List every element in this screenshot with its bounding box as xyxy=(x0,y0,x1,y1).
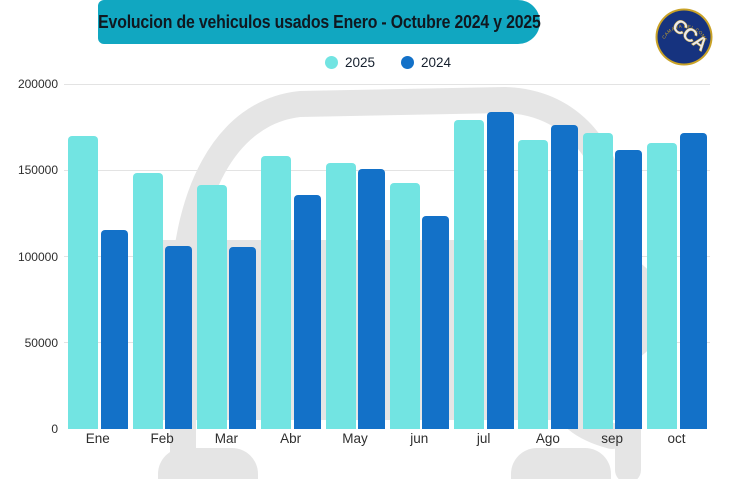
x-axis-label-Feb: Feb xyxy=(150,431,174,446)
x-axis-label-Mar: Mar xyxy=(214,431,239,446)
bar-2024-jun xyxy=(422,216,450,429)
x-axis-label-Ene: Ene xyxy=(85,431,110,446)
x-axis-label-oct: oct xyxy=(667,431,686,446)
bar-2024-Abr xyxy=(293,195,321,429)
chart-title: Evolucion de vehiculos usados Enero - Oc… xyxy=(97,11,541,32)
legend-item-2025: 2025 xyxy=(324,54,375,70)
legend-swatch-2024-icon xyxy=(401,55,414,69)
logo-navy-disc xyxy=(657,10,711,64)
title-banner: Evolucion de vehiculos usados Enero - Oc… xyxy=(98,0,540,44)
bar-2024-May xyxy=(358,169,385,429)
y-axis-label-100000: 100000 xyxy=(17,249,58,264)
legend-label-2024: 2024 xyxy=(421,54,452,70)
cca-logo: CAMARA DEL COMERCIO AUTOMOTOR CCA xyxy=(652,4,713,66)
gridline-200000 xyxy=(64,83,710,85)
bar-2024-sep xyxy=(615,149,643,429)
y-axis-label-200000: 200000 xyxy=(17,77,58,91)
x-axis-label-Ago: Ago xyxy=(535,431,560,446)
car-wheel-right xyxy=(511,448,611,479)
legend-label-2025: 2025 xyxy=(344,54,375,70)
y-axis-label-150000: 150000 xyxy=(17,163,58,178)
y-axis-label-50000: 50000 xyxy=(24,335,58,350)
bar-2025-oct xyxy=(647,142,677,429)
x-axis-label-sep: sep xyxy=(601,431,624,446)
chart-legend: 2025 2024 xyxy=(66,53,710,71)
bar-2024-Feb xyxy=(165,246,193,429)
y-axis-label-0: 0 xyxy=(51,422,58,436)
x-axis-label-Abr: Abr xyxy=(280,431,302,446)
bar-2024-jul xyxy=(486,111,514,429)
bar-2024-Ago xyxy=(550,124,578,429)
bar-2025-Mar xyxy=(196,184,227,429)
bar-2025-Feb xyxy=(132,172,163,429)
legend-item-2024: 2024 xyxy=(401,55,451,70)
bar-2025-jun xyxy=(389,183,420,429)
legend-swatch-2025-icon xyxy=(324,55,338,69)
x-axis-label-May: May xyxy=(342,431,368,446)
x-axis-label-jun: jun xyxy=(410,431,429,446)
bar-2025-Ene xyxy=(68,135,99,429)
bar-2025-May xyxy=(325,162,356,429)
bar-2025-Abr xyxy=(261,155,292,429)
bar-2024-oct xyxy=(679,133,707,429)
bar-2024-Ene xyxy=(100,229,128,429)
bar-2025-sep xyxy=(582,133,613,429)
gridline-150000 xyxy=(64,169,710,171)
x-axis-label-jul: jul xyxy=(476,431,491,446)
bar-2025-Ago xyxy=(518,140,549,429)
car-wheel-left xyxy=(158,448,258,479)
bar-2024-Mar xyxy=(229,247,257,429)
bar-2025-jul xyxy=(454,120,485,429)
